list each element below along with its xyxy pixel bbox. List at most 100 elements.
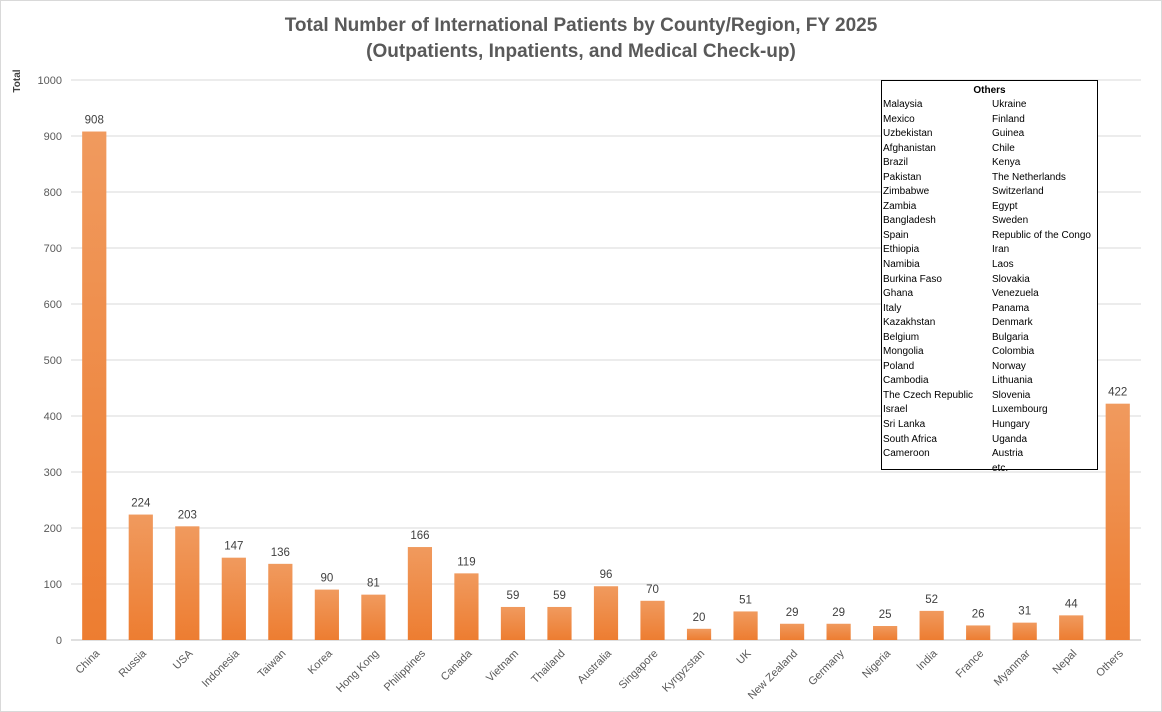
x-tick-label: Australia — [575, 647, 614, 686]
others-country-right: Slovakia — [992, 273, 1030, 285]
x-tick-label: Canada — [439, 647, 475, 683]
others-country-right: Bulgaria — [992, 331, 1029, 343]
others-country-left: Malaysia — [883, 99, 923, 110]
y-tick-label: 600 — [44, 299, 62, 311]
others-country-right: Panama — [992, 302, 1030, 314]
data-label: 422 — [1108, 387, 1127, 399]
data-label: 96 — [600, 569, 613, 581]
bar-australia — [593, 586, 619, 640]
data-label: 59 — [553, 590, 566, 602]
x-tick-label: Taiwan — [256, 648, 289, 681]
chart-title-line2: (Outpatients, Inpatients, and Medical Ch… — [366, 41, 796, 62]
others-country-left: Ghana — [883, 288, 914, 300]
others-country-right: etc. — [992, 462, 1009, 474]
bar-thailand — [547, 606, 572, 640]
x-tick-label: Nepal — [1051, 648, 1080, 677]
others-country-left: Kazakhstan — [883, 317, 936, 329]
bar-vietnam — [500, 606, 526, 640]
x-tick-label: Germany — [806, 647, 847, 688]
data-label: 31 — [1018, 606, 1031, 618]
others-country-left: South Africa — [883, 433, 937, 445]
x-tick-label: Kyrgyzstan — [660, 648, 707, 695]
bar-russia — [128, 514, 153, 640]
others-country-right: Lithuania — [992, 375, 1033, 387]
bar-china — [82, 131, 107, 640]
y-tick-label: 500 — [44, 355, 62, 367]
data-label: 59 — [507, 590, 520, 602]
bar-india — [919, 610, 944, 640]
others-country-right: Republic of the Congo — [992, 229, 1091, 241]
y-tick-label: 100 — [44, 579, 62, 591]
data-label: 147 — [224, 541, 243, 553]
others-country-right: Colombia — [992, 346, 1035, 358]
y-tick-label: 400 — [44, 411, 62, 423]
bar-nigeria — [873, 626, 898, 640]
others-country-right: Austria — [992, 448, 1024, 460]
y-tick-label: 1000 — [38, 75, 62, 87]
others-country-left: Mexico — [883, 113, 915, 125]
x-tick-label: Nigeria — [860, 647, 894, 681]
others-country-right: Chile — [992, 142, 1015, 154]
bar-taiwan — [268, 563, 293, 640]
x-tick-label: Myanmar — [992, 647, 1033, 688]
bar-new-zealand — [779, 623, 805, 640]
others-country-left: Israel — [883, 404, 908, 416]
data-label: 908 — [85, 115, 104, 127]
others-country-left: Zimbabwe — [883, 186, 930, 198]
data-label: 90 — [320, 573, 333, 585]
data-label: 20 — [693, 612, 706, 624]
others-legend-box: Others Malaysia Mexico Uzbekistan Afghanist… — [881, 80, 1098, 474]
others-country-left: Sri Lanka — [883, 419, 926, 431]
bar-usa — [175, 526, 200, 640]
others-left-column: Malaysia Mexico Uzbekistan Afghanistan Brazi… — [883, 98, 973, 462]
others-country-left: Cambodia — [883, 375, 929, 387]
others-country-left: Ethiopia — [883, 244, 920, 256]
others-country-right: Kenya — [992, 157, 1021, 169]
others-country-right: Laos — [992, 259, 1014, 271]
others-country-left: Namibia — [883, 259, 920, 271]
x-tick-label: Thailand — [529, 648, 567, 686]
others-country-right: Finland — [992, 113, 1025, 125]
others-country-left: The Czech Republic — [883, 389, 974, 401]
y-axis-ticks: 0 100 200 300 400 500 600 700 800 900 1000 — [38, 75, 62, 647]
y-tick-label: 300 — [44, 467, 62, 479]
x-tick-label: Vietnam — [484, 648, 521, 685]
bar-philippines — [407, 547, 433, 640]
x-tick-label: France — [954, 648, 987, 681]
bar-hong-kong — [361, 594, 386, 640]
others-country-right: Luxembourg — [992, 404, 1048, 416]
data-label: 51 — [739, 594, 752, 606]
data-label: 26 — [972, 608, 985, 620]
bar-korea — [314, 589, 339, 640]
others-country-left: Afghanistan — [883, 142, 936, 154]
others-country-right: Sweden — [992, 215, 1029, 227]
others-country-right: Norway — [992, 360, 1026, 372]
bar-others — [1105, 403, 1130, 640]
bar-nepal — [1059, 615, 1084, 640]
x-tick-label: Hong Kong — [334, 648, 381, 695]
data-label: 166 — [410, 530, 429, 542]
data-label: 119 — [457, 556, 475, 568]
others-country-left: Burkina Faso — [883, 273, 942, 285]
others-country-left: Belgium — [883, 331, 920, 343]
others-country-right: The Netherlands — [992, 171, 1066, 183]
x-tick-label: Russia — [117, 647, 150, 680]
bar-canada — [454, 573, 479, 640]
bar-myanmar — [1012, 622, 1037, 640]
bar-singapore — [640, 600, 665, 640]
data-label: 136 — [271, 547, 290, 559]
x-axis-ticks: China Russia USA Indonesia Taiwan Korea Hong K… — [74, 647, 1127, 702]
data-label: 81 — [367, 578, 380, 590]
others-box-title: Others — [973, 85, 1006, 96]
others-right-column: Ukraine Finland Guinea Chile Kenya The Nether… — [992, 98, 1091, 476]
others-country-right: Denmark — [992, 317, 1033, 329]
y-tick-label: 700 — [44, 243, 62, 255]
data-label: 52 — [925, 594, 938, 606]
bar-germany — [826, 623, 851, 640]
x-tick-label: UK — [734, 647, 754, 667]
bar-indonesia — [221, 557, 246, 640]
x-tick-label: China — [74, 647, 103, 676]
others-country-left: Spain — [883, 229, 909, 241]
data-label: 70 — [646, 584, 659, 596]
x-tick-label: New Zealand — [746, 648, 800, 702]
